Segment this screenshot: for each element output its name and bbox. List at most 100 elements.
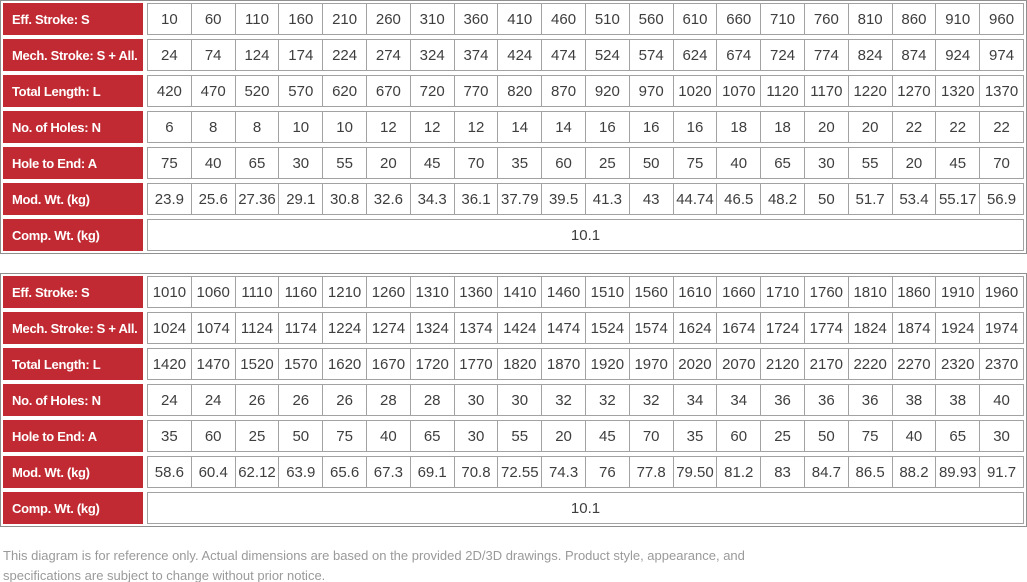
row-label: Hole to End: A bbox=[3, 420, 143, 452]
disclaimer-line-2: specifications are subject to change wit… bbox=[3, 568, 326, 582]
table-cell: 660 bbox=[716, 3, 762, 35]
table-cell: 1070 bbox=[716, 75, 762, 107]
table-cell: 1524 bbox=[584, 312, 630, 344]
table-cell: 65 bbox=[760, 147, 805, 179]
row-cells: 1010 1060 1110 1160 1210 1260 1310 1360 1410 1460… bbox=[147, 276, 1024, 308]
table-cell: 1574 bbox=[628, 312, 674, 344]
row-cells: 6 8 8 10 10 12 12 12 14 14 16 16 16 18 18 20 20 22 22 22 bbox=[147, 111, 1024, 143]
table-cell: 824 bbox=[847, 39, 893, 71]
table-cell: 74.3 bbox=[541, 456, 586, 488]
table-cell: 55.17 bbox=[935, 183, 981, 215]
table-cell: 1320 bbox=[935, 75, 981, 107]
table-cell: 1720 bbox=[409, 348, 455, 380]
table-cell: 67.3 bbox=[365, 456, 411, 488]
table-cell: 670 bbox=[365, 75, 411, 107]
table-cell: 760 bbox=[803, 3, 849, 35]
table-cell: 25 bbox=[584, 147, 630, 179]
table-cell: 1920 bbox=[584, 348, 630, 380]
table-cell: 860 bbox=[891, 3, 937, 35]
table-cell: 1210 bbox=[322, 276, 367, 308]
table-row: Mech. Stroke: S + All. 1024 1074 1124 1174 12… bbox=[3, 312, 1024, 344]
table-cell: 44.74 bbox=[672, 183, 718, 215]
table-cell: 65 bbox=[409, 420, 455, 452]
table-cell: 510 bbox=[584, 3, 630, 35]
table-cell: 16 bbox=[628, 111, 674, 143]
table-cell: 24 bbox=[147, 39, 192, 71]
table-cell: 1420 bbox=[147, 348, 192, 380]
table-cell: 53.4 bbox=[891, 183, 937, 215]
table-cell: 6 bbox=[147, 111, 192, 143]
table-cell: 50 bbox=[803, 420, 849, 452]
table-cell: 30 bbox=[497, 384, 543, 416]
table-cell: 36 bbox=[760, 384, 805, 416]
table-cell: 35 bbox=[147, 420, 192, 452]
table-cell: 1760 bbox=[803, 276, 849, 308]
table-cell: 1710 bbox=[760, 276, 805, 308]
table-cell: 1374 bbox=[453, 312, 499, 344]
table-cell: 1170 bbox=[803, 75, 849, 107]
row-label: Comp. Wt. (kg) bbox=[3, 219, 143, 251]
table-cell: 32 bbox=[584, 384, 630, 416]
table-cell: 51.7 bbox=[847, 183, 893, 215]
table-row: Total Length: L 1420 1470 1520 1570 1620 1670 1… bbox=[3, 348, 1024, 380]
table-cell: 81.2 bbox=[716, 456, 762, 488]
row-label: Eff. Stroke: S bbox=[3, 276, 143, 308]
table-cell: 35 bbox=[497, 147, 543, 179]
table-cell: 1110 bbox=[234, 276, 280, 308]
table-cell: 34 bbox=[716, 384, 762, 416]
table-cell: 22 bbox=[979, 111, 1024, 143]
table-cell: 820 bbox=[497, 75, 543, 107]
spec-table-strokes-10-960: Eff. Stroke: S 10 60 110 160 210 260 310 360 410 4… bbox=[0, 0, 1027, 254]
table-cell: 14 bbox=[497, 111, 543, 143]
row-cells: 10.1 bbox=[147, 492, 1024, 524]
table-cell: 310 bbox=[409, 3, 455, 35]
table-cell: 39.5 bbox=[541, 183, 586, 215]
table-cell: 2170 bbox=[803, 348, 849, 380]
table-cell: 50 bbox=[278, 420, 324, 452]
table-cell: 70.8 bbox=[453, 456, 499, 488]
table-cell: 1960 bbox=[979, 276, 1024, 308]
disclaimer-text: This diagram is for reference only. Actu… bbox=[0, 546, 1027, 582]
table-cell: 1274 bbox=[365, 312, 411, 344]
table-cell: 1560 bbox=[628, 276, 674, 308]
table-cell: 20 bbox=[365, 147, 411, 179]
table-cell: 32.6 bbox=[365, 183, 411, 215]
table-cell: 1174 bbox=[278, 312, 324, 344]
table-cell: 38 bbox=[891, 384, 937, 416]
spec-table-strokes-1010-1960: Eff. Stroke: S 1010 1060 1110 1160 1210 1260 13… bbox=[0, 273, 1027, 527]
table-cell: 72.55 bbox=[497, 456, 543, 488]
table-cell: 1674 bbox=[716, 312, 762, 344]
table-cell: 324 bbox=[409, 39, 455, 71]
table-cell: 32 bbox=[628, 384, 674, 416]
table-cell: 29.1 bbox=[278, 183, 324, 215]
table-cell: 26 bbox=[234, 384, 280, 416]
table-cell: 724 bbox=[760, 39, 805, 71]
table-cell: 60 bbox=[190, 420, 236, 452]
table-cell: 1570 bbox=[278, 348, 324, 380]
row-cells: 23.9 25.6 27.36 29.1 30.8 32.6 34.3 36.1 37.79 39… bbox=[147, 183, 1024, 215]
table-row: Eff. Stroke: S 1010 1060 1110 1160 1210 1260 13… bbox=[3, 276, 1024, 308]
table-row: Comp. Wt. (kg) 10.1 bbox=[3, 492, 1024, 524]
table-cell: 43 bbox=[628, 183, 674, 215]
table-cell: 574 bbox=[628, 39, 674, 71]
table-cell: 24 bbox=[190, 384, 236, 416]
table-cell: 1810 bbox=[847, 276, 893, 308]
table-cell: 18 bbox=[760, 111, 805, 143]
table-cell: 1360 bbox=[453, 276, 499, 308]
table-cell: 16 bbox=[672, 111, 718, 143]
table-cell: 520 bbox=[234, 75, 280, 107]
table-cell: 74 bbox=[190, 39, 236, 71]
table-cell: 20 bbox=[891, 147, 937, 179]
table-cell: 55 bbox=[322, 147, 367, 179]
table-cell: 174 bbox=[278, 39, 324, 71]
table-cell: 35 bbox=[672, 420, 718, 452]
table-cell: 25 bbox=[234, 420, 280, 452]
table-cell: 1060 bbox=[190, 276, 236, 308]
table-cell: 26 bbox=[322, 384, 367, 416]
row-label: Comp. Wt. (kg) bbox=[3, 492, 143, 524]
table-cell: 874 bbox=[891, 39, 937, 71]
row-cells: 24 74 124 174 224 274 324 374 424 474 524 574 624 674… bbox=[147, 39, 1024, 71]
row-label: Mod. Wt. (kg) bbox=[3, 183, 143, 215]
table-cell: 45 bbox=[935, 147, 981, 179]
table-cell: 8 bbox=[190, 111, 236, 143]
